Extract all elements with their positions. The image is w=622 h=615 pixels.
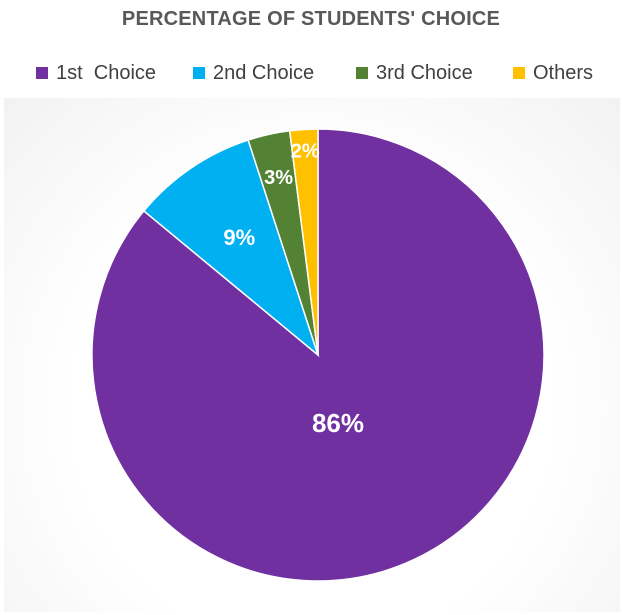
legend-item-3rd-choice: 3rd Choice xyxy=(356,58,473,88)
legend-label-2nd-choice: 2nd Choice xyxy=(213,61,315,84)
slice-others xyxy=(288,128,319,356)
data-label-1st-choice: 86% xyxy=(312,408,364,438)
legend: 1st Choice 2nd Choice 3rd Choice Others xyxy=(0,58,622,88)
legend-item-others: Others xyxy=(513,58,593,88)
legend-swatch-others xyxy=(513,67,525,79)
legend-item-1st-choice: 1st Choice xyxy=(36,58,156,88)
chart-title: PERCENTAGE OF STUDENTS' CHOICE xyxy=(121,8,501,30)
legend-label-3rd-choice: 3rd Choice xyxy=(376,61,473,84)
legend-label-others: Others xyxy=(533,61,594,84)
legend-swatch-3rd-choice xyxy=(356,67,368,79)
legend-label-1st-choice: 1st Choice xyxy=(56,61,157,84)
slice-2nd-choice xyxy=(142,139,320,358)
legend-swatch-1st-choice xyxy=(36,67,48,79)
legend-item-2nd-choice: 2nd Choice xyxy=(193,58,314,88)
legend-swatch-2nd-choice xyxy=(193,67,205,79)
data-label-others: 2% xyxy=(291,140,320,162)
data-label-3rd-choice: 3% xyxy=(264,167,293,189)
data-label-2nd-choice: 9% xyxy=(223,225,255,250)
